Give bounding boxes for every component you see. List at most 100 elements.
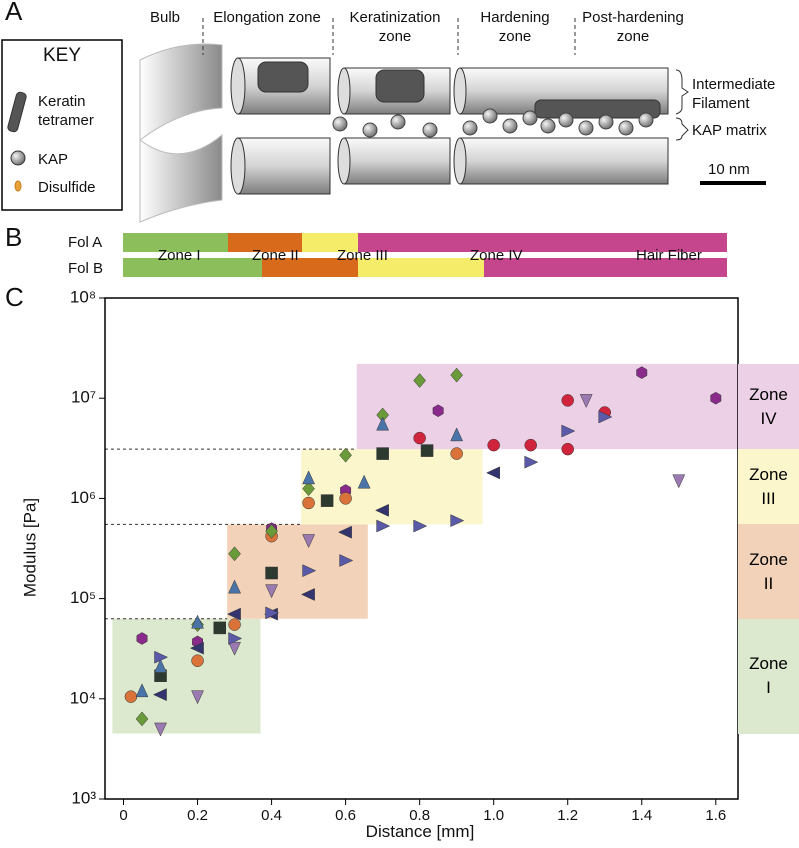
- marker: [413, 519, 428, 533]
- zone-name: Hardening zone: [480, 9, 550, 45]
- marker: [154, 722, 167, 737]
- marker: [265, 606, 280, 620]
- marker: [302, 564, 317, 578]
- marker: [339, 554, 354, 567]
- marker: [579, 394, 593, 409]
- marker: [561, 442, 574, 456]
- marker: [339, 447, 352, 463]
- y-axis-label: Modulus [Pa]: [20, 497, 40, 598]
- marker: [636, 366, 648, 379]
- panel-letter: C: [5, 282, 24, 312]
- x-tick-label: 0.2: [187, 807, 208, 824]
- row-label: Fol B: [68, 260, 104, 277]
- zone-band: [227, 524, 368, 619]
- zone-side-label: Zone IV: [738, 363, 799, 450]
- marker: [524, 438, 537, 452]
- marker: [302, 470, 315, 485]
- marker: [191, 614, 204, 629]
- marker: [226, 607, 241, 621]
- x-tick-label: 1.4: [631, 807, 652, 824]
- panel-letter: B: [5, 222, 23, 252]
- panel-letter: A: [5, 0, 23, 26]
- marker: [561, 394, 574, 407]
- diagram: [1, 18, 766, 223]
- zone-side-label: Zone II: [738, 524, 799, 619]
- marker: [228, 632, 243, 645]
- marker: [189, 641, 204, 655]
- marker: [213, 621, 227, 635]
- x-axis-label: Distance [mm]: [365, 822, 475, 841]
- row-label: Fol A: [68, 234, 103, 251]
- marker: [228, 641, 241, 656]
- zone-label: Zone I: [158, 247, 201, 264]
- scale-label: 10 nm: [708, 161, 750, 178]
- zone-label: Zone III: [337, 247, 388, 264]
- marker: [561, 424, 576, 438]
- zone-label: Zone II: [252, 247, 299, 264]
- zone-bars: [123, 233, 727, 277]
- y-tick-label: 10⁷: [71, 388, 96, 407]
- marker: [413, 431, 426, 445]
- marker: [320, 494, 334, 507]
- y-tick-label: 10³: [71, 788, 96, 807]
- marker: [265, 584, 278, 599]
- marker: [672, 474, 686, 489]
- y-tick-label: 10⁶: [70, 488, 96, 507]
- marker: [152, 688, 167, 702]
- marker: [524, 455, 539, 469]
- zone-label: Hair Fiber: [636, 247, 702, 264]
- marker: [376, 519, 391, 533]
- zone-label: Zone IV: [470, 247, 523, 264]
- marker: [135, 683, 149, 698]
- x-tick-label: 1.0: [483, 807, 504, 824]
- marker: [302, 481, 315, 497]
- plot: 10³ 10⁴ 10⁵ 10⁶ 10⁷ 10⁸ 0 0.2 0.4 0.6 0.8 1.0 1.2 1.4…: [70, 287, 739, 824]
- marker: [136, 632, 148, 645]
- marker: [486, 466, 500, 480]
- zone-name: Keratinization zone: [349, 9, 441, 45]
- marker: [154, 658, 167, 673]
- y-tick-label: 10⁸: [70, 287, 96, 306]
- marker: [413, 373, 426, 388]
- marker: [420, 444, 434, 457]
- marker: [487, 438, 500, 452]
- key-item: Disulfide: [38, 179, 96, 196]
- marker: [375, 503, 389, 517]
- marker: [357, 474, 371, 489]
- marker: [376, 447, 389, 460]
- zone-name: Post-hardening zone: [582, 9, 684, 45]
- marker: [265, 566, 278, 580]
- key-item: Keratin tetramer: [38, 93, 94, 129]
- zone-name: Bulb: [149, 9, 181, 26]
- marker: [135, 711, 149, 727]
- zone-side-label: Zone III: [738, 449, 799, 525]
- marker: [228, 579, 241, 594]
- x-tick-label: 0.6: [335, 807, 356, 824]
- marker: [450, 367, 463, 383]
- marker: [191, 654, 204, 667]
- marker: [376, 416, 390, 431]
- marker: [228, 618, 241, 631]
- marker: [300, 588, 315, 601]
- filament-label: Intermediate Filament: [692, 76, 776, 112]
- marker: [450, 427, 464, 442]
- x-tick-label: 0.4: [261, 807, 282, 824]
- zone-name: Elongation zone: [213, 9, 321, 26]
- marker: [124, 690, 138, 703]
- marker: [265, 523, 278, 539]
- x-tick-label: 1.6: [705, 807, 726, 824]
- marker: [710, 391, 722, 405]
- key-title: KEY: [42, 45, 82, 66]
- x-tick-label: 1.2: [557, 807, 578, 824]
- marker: [302, 534, 315, 549]
- matrix-label: KAP matrix: [692, 122, 767, 139]
- marker: [228, 546, 241, 562]
- y-tick-label: 10⁵: [70, 588, 96, 607]
- marker: [432, 404, 444, 418]
- marker: [598, 410, 613, 424]
- marker: [450, 514, 465, 528]
- zone-band: [112, 618, 261, 734]
- marker: [450, 447, 463, 460]
- zone-side-label: Zone I: [738, 618, 799, 734]
